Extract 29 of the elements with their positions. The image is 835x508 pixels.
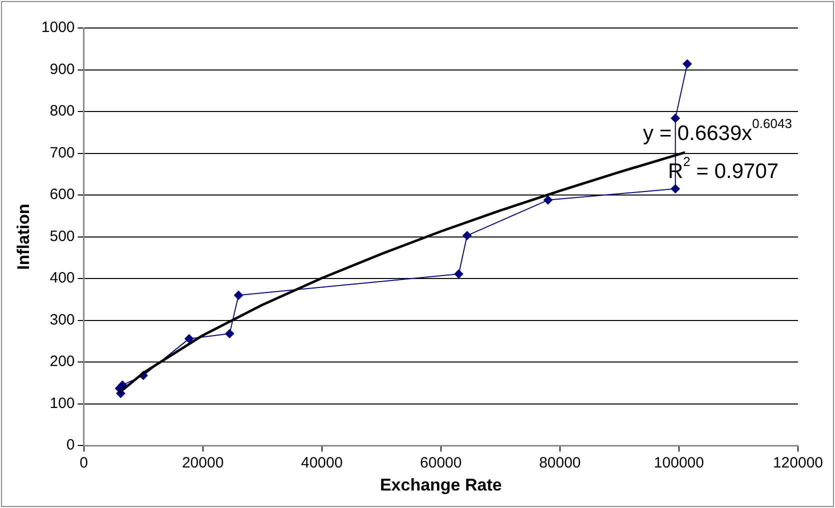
- point: [670, 114, 680, 123]
- x-tick-label: 100000: [654, 454, 704, 472]
- x-tick-label: 80000: [539, 454, 581, 472]
- y-tick-label: 600: [50, 186, 75, 204]
- x-tick-label: 60000: [420, 454, 462, 472]
- y-tick-label: 200: [50, 353, 75, 370]
- x-tick-label: 40000: [300, 454, 343, 472]
- x-tick-label: 120000: [772, 454, 824, 472]
- x-axis-title: Exchange Rate: [380, 475, 502, 494]
- y-tick-label: 0: [66, 436, 75, 454]
- y-tick-label: 400: [50, 270, 75, 287]
- y-tick-label: 1000: [41, 19, 75, 36]
- point: [462, 231, 472, 240]
- point: [544, 196, 553, 205]
- y-tick-label: 900: [50, 60, 75, 78]
- y-tick-label: 100: [50, 394, 75, 412]
- point: [682, 59, 692, 68]
- y-tick-label: 800: [50, 102, 75, 120]
- x-tick-label: 0: [80, 454, 88, 472]
- y-tick-label: 700: [50, 144, 75, 162]
- point: [670, 184, 680, 194]
- x-tick-label: 20000: [182, 454, 224, 472]
- point: [234, 290, 244, 300]
- y-tick-label: 300: [50, 311, 75, 328]
- point: [184, 334, 194, 344]
- y-axis-title: Inflation: [14, 204, 33, 270]
- point: [454, 269, 464, 278]
- point: [225, 329, 234, 338]
- y-tick-label: 500: [50, 228, 75, 245]
